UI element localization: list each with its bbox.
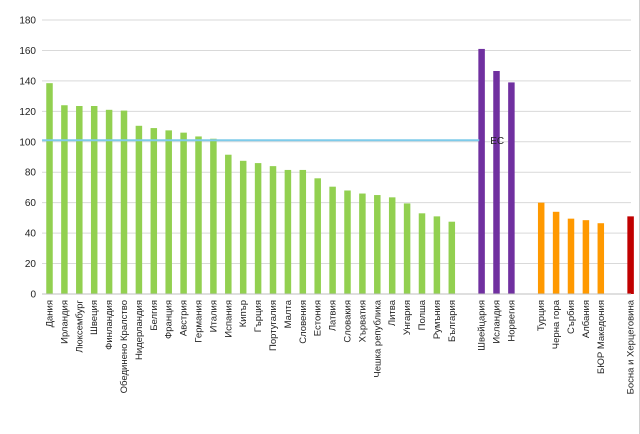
y-tick-label: 140 (19, 76, 36, 87)
bar (493, 70, 500, 294)
x-tick-label: Чешка република (372, 299, 383, 377)
x-tick-label: Черна гора (551, 299, 562, 349)
bar (120, 110, 128, 294)
y-tick-label: 60 (25, 198, 37, 209)
x-tick-label: Люксембург (74, 299, 85, 352)
bar (537, 202, 545, 294)
bar (582, 220, 590, 294)
x-tick-label: Словения (298, 300, 309, 344)
x-tick-label: Литва (387, 299, 398, 326)
x-tick-label: Румъния (432, 300, 443, 339)
x-tick-label: Нидерландия (134, 300, 145, 360)
eu-reference-label: ЕС (490, 136, 504, 147)
y-tick-label: 100 (19, 137, 36, 148)
x-tick-label: Португалия (268, 300, 279, 351)
x-tick-label: Босна и Херцеговина (626, 299, 637, 394)
bar (374, 195, 381, 294)
x-tick-label: Германия (194, 300, 205, 343)
bar (210, 138, 217, 294)
bar (284, 169, 292, 294)
x-tick-label: Полша (417, 299, 428, 330)
bar (388, 197, 396, 294)
bar (359, 193, 366, 294)
bar (76, 106, 83, 294)
x-tick-label: Сърбия (566, 300, 577, 334)
x-tick-label: Австрия (179, 300, 190, 336)
bar (552, 211, 560, 294)
bar (403, 203, 411, 294)
bar (225, 154, 232, 294)
bar (46, 83, 53, 294)
x-tick-label: България (447, 300, 458, 342)
bar (269, 166, 277, 294)
bar (329, 186, 336, 294)
x-tick-label: Исландия (492, 300, 503, 344)
x-tick-label: Швейцария (477, 300, 488, 351)
y-tick-label: 80 (25, 168, 37, 179)
bar (627, 216, 634, 294)
y-tick-label: 0 (30, 290, 36, 301)
y-tick-label: 40 (25, 229, 37, 240)
bar (150, 128, 158, 294)
y-tick-label: 120 (19, 107, 36, 118)
x-tick-label: Латвия (328, 300, 339, 331)
x-tick-label: Обединено Кралство (119, 300, 130, 393)
x-tick-label: Словакия (343, 300, 354, 343)
bar (135, 125, 143, 295)
x-tick-label: Ирландия (59, 300, 70, 344)
x-tick-label: Хърватия (357, 300, 368, 342)
bar (567, 218, 575, 294)
x-tick-label: Унгария (402, 300, 413, 335)
y-tick-label: 20 (25, 259, 37, 270)
bar (344, 190, 351, 294)
x-tick-label: Дания (45, 300, 56, 327)
x-tick-label: Турция (536, 300, 547, 331)
x-tick-label: Швеция (89, 300, 100, 335)
bar (299, 169, 307, 294)
x-tick-label: Естония (313, 300, 324, 336)
x-tick-label: Гърция (253, 300, 264, 332)
bar (478, 48, 485, 294)
x-tick-label: Белгия (149, 300, 160, 331)
x-tick-label: Кипър (238, 300, 249, 327)
x-axis-labels: Дания Ирландия Люксембург Швеция Финландия Об… (45, 299, 637, 394)
bar (597, 223, 605, 294)
bars (46, 48, 634, 295)
x-tick-label: Албания (581, 300, 592, 338)
y-axis-ticks: 0 20 40 60 80 100 120 140 160 180 (19, 16, 36, 301)
bar (195, 136, 202, 294)
bar (254, 163, 262, 294)
y-tick-label: 180 (19, 16, 36, 27)
x-tick-label: Малта (283, 299, 294, 328)
bar (165, 130, 172, 294)
bar (418, 213, 426, 294)
bar (448, 221, 456, 294)
bar (239, 160, 247, 294)
x-tick-label: Франция (164, 300, 175, 339)
bar (508, 82, 515, 295)
bar (105, 109, 113, 294)
x-tick-label: Италия (208, 300, 219, 332)
x-tick-label: Норвегия (506, 300, 517, 342)
bar (433, 216, 441, 294)
bar (314, 178, 321, 294)
bar (61, 105, 68, 294)
x-tick-label: Финландия (104, 300, 115, 350)
y-tick-label: 160 (19, 46, 36, 57)
x-tick-label: Испания (223, 300, 234, 338)
bar (180, 132, 187, 294)
reference-line-group: ЕС (42, 136, 504, 147)
x-tick-label: БЮР Македония (596, 300, 607, 374)
bar (90, 106, 98, 294)
